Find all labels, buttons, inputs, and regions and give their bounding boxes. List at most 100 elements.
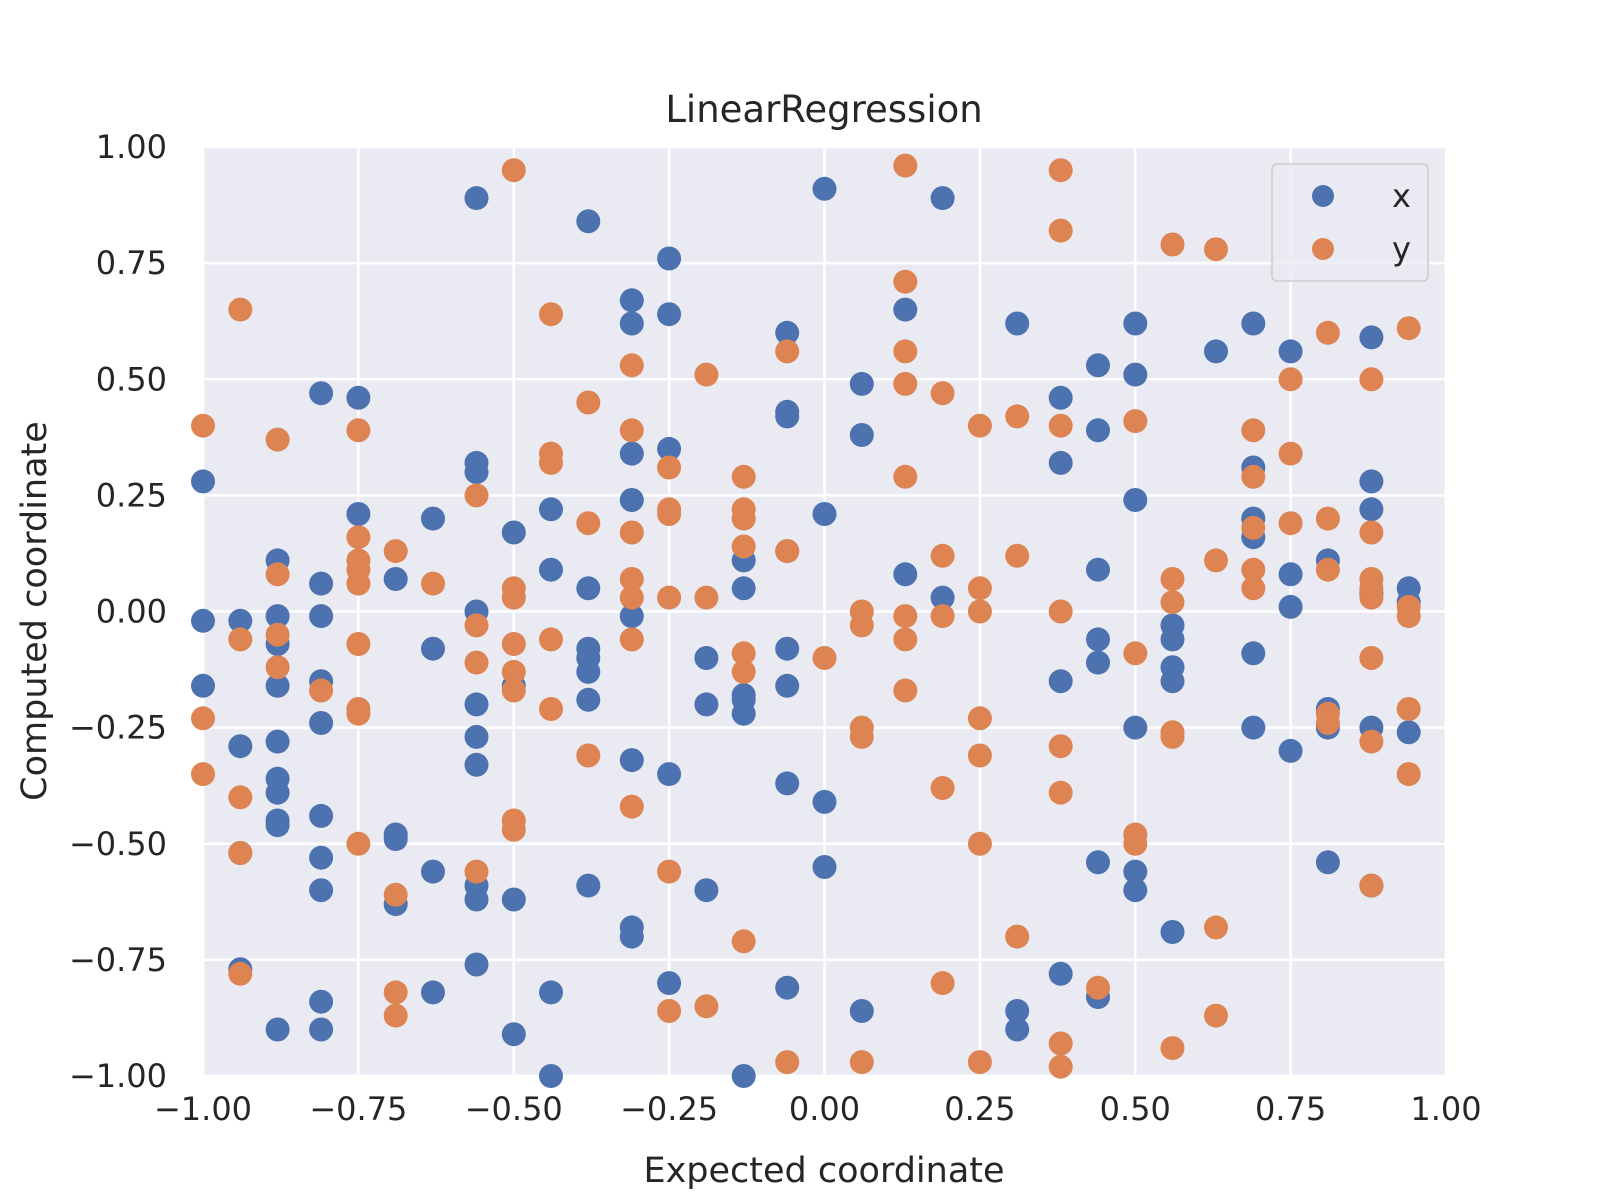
point-y (967, 1050, 992, 1075)
point-y (1315, 506, 1340, 531)
point-x (849, 999, 874, 1023)
point-x (775, 673, 800, 698)
point-y (346, 632, 371, 656)
point-y (1315, 320, 1340, 345)
point-x (539, 980, 563, 1005)
point-y (893, 339, 918, 364)
point-y (501, 817, 526, 842)
point-y (930, 776, 955, 800)
point-x (1315, 850, 1340, 875)
legend-marker-y (1312, 238, 1334, 260)
x-tick-label: 0.00 (789, 1090, 860, 1128)
point-x (694, 646, 719, 670)
x-tick-label: −0.50 (465, 1090, 563, 1128)
point-y (265, 427, 290, 452)
point-y (1086, 975, 1110, 1000)
point-y (893, 371, 918, 396)
point-y (539, 697, 563, 721)
point-y (576, 390, 601, 415)
point-x (657, 762, 682, 787)
point-x (421, 980, 445, 1005)
point-y (893, 604, 918, 629)
point-y (731, 641, 756, 666)
point-y (1048, 780, 1073, 805)
y-tick-label: 0.25 (96, 476, 167, 514)
point-y (346, 571, 371, 596)
point-y (967, 413, 992, 438)
point-x (1123, 878, 1148, 903)
point-x (1396, 720, 1421, 745)
point-y (1359, 367, 1384, 392)
point-x (1278, 562, 1303, 587)
point-y (694, 994, 719, 1019)
point-x (731, 576, 756, 601)
point-y (967, 576, 992, 601)
data-points (191, 153, 1421, 1088)
point-y (1160, 590, 1185, 615)
point-x (383, 827, 408, 852)
point-y (265, 655, 290, 680)
point-x (731, 1064, 756, 1088)
point-y (967, 599, 992, 624)
x-tick-label: 0.25 (944, 1090, 1015, 1128)
legend-label-y: y (1392, 230, 1411, 268)
point-x (191, 673, 215, 698)
point-x (1123, 488, 1148, 512)
point-y (1160, 232, 1185, 257)
y-tick-label: −0.25 (69, 709, 167, 747)
point-y (731, 534, 756, 559)
point-x (812, 855, 837, 879)
point-y (967, 706, 992, 731)
point-y (893, 464, 918, 489)
point-x (812, 502, 837, 526)
point-y (1359, 646, 1384, 670)
point-y (265, 622, 290, 647)
point-y (619, 353, 644, 378)
x-tick-label: 0.50 (1100, 1090, 1171, 1128)
point-x (775, 404, 800, 429)
point-y (849, 613, 874, 638)
point-x (619, 441, 644, 466)
point-y (1048, 599, 1073, 624)
point-y (1005, 924, 1030, 949)
point-x (1278, 738, 1303, 763)
point-x (309, 878, 334, 903)
point-y (930, 381, 955, 406)
point-y (893, 627, 918, 652)
point-y (1005, 404, 1030, 429)
point-y (464, 650, 489, 675)
point-x (265, 729, 290, 754)
point-y (1315, 557, 1340, 582)
point-y (464, 613, 489, 638)
point-y (346, 701, 371, 726)
point-x (731, 701, 756, 726)
point-y (501, 659, 526, 684)
y-tick-label: 1.00 (96, 128, 167, 166)
point-x (576, 687, 601, 712)
point-x (421, 506, 445, 531)
point-x (1160, 669, 1185, 694)
point-y (228, 841, 253, 865)
point-y (1278, 441, 1303, 466)
point-y (1396, 316, 1421, 341)
point-y (228, 961, 253, 986)
point-y (731, 506, 756, 531)
point-x (309, 1017, 334, 1042)
chart-title: LinearRegression (665, 88, 982, 131)
point-y (1204, 915, 1228, 940)
point-y (694, 585, 719, 610)
legend: x y (1271, 163, 1429, 282)
point-x (657, 302, 682, 327)
point-x (849, 371, 874, 396)
y-axis-label: Computed coordinate (15, 421, 55, 801)
x-tick-label: 1.00 (1410, 1090, 1481, 1128)
point-x (775, 975, 800, 1000)
point-x (619, 604, 644, 629)
point-y (346, 418, 371, 443)
point-x (775, 636, 800, 661)
point-y (501, 158, 526, 183)
x-tick-label: −0.25 (620, 1090, 718, 1128)
point-x (930, 585, 955, 610)
point-x (694, 692, 719, 717)
